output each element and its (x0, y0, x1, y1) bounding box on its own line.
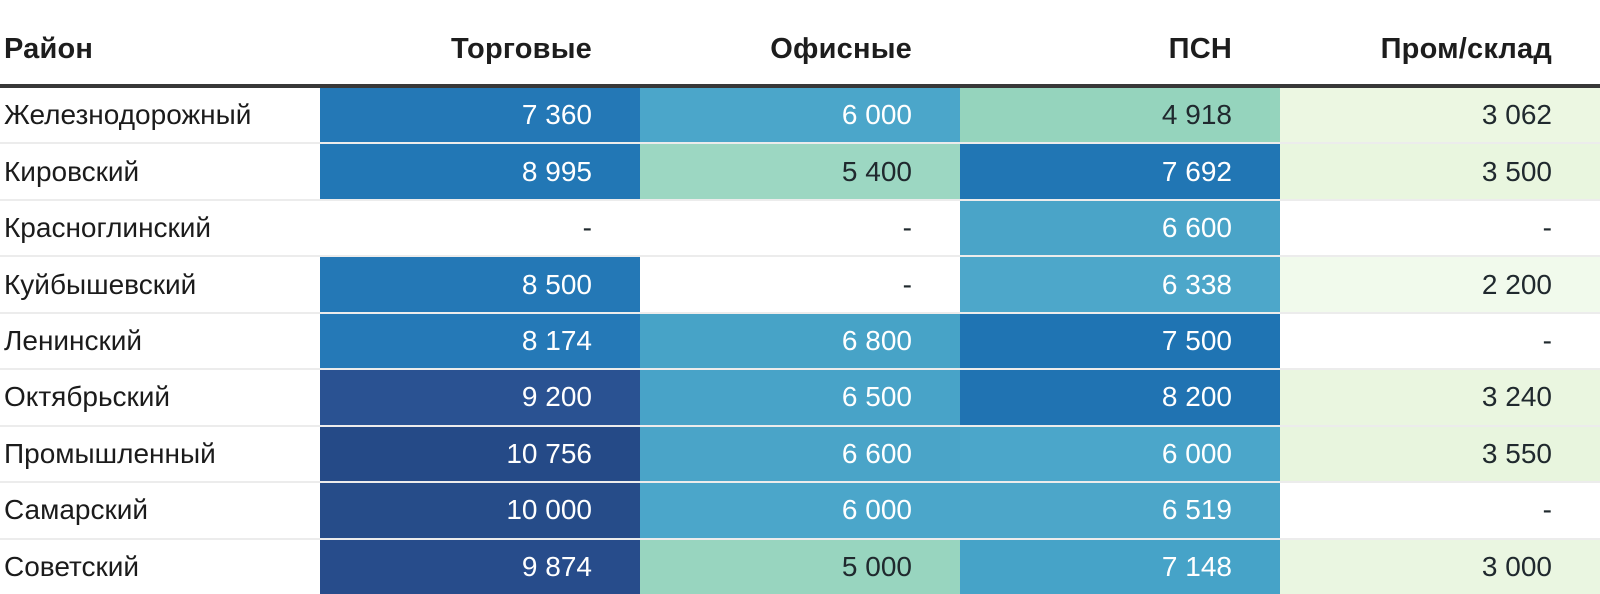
district-label: Кировский (4, 155, 140, 187)
table-row: Советский 9 874 5 000 7 148 3 000 (0, 537, 1600, 594)
value-cell: 3 240 (1280, 370, 1600, 425)
value-cell: - (320, 200, 640, 256)
value-cell: 3 500 (1280, 144, 1600, 199)
column-header-3: ПСН (1168, 32, 1232, 65)
district-label: Куйбышевский (4, 268, 197, 300)
value-cell: 9 200 (320, 370, 640, 425)
district-label: Красноглинский (4, 212, 212, 244)
value-cell: 6 500 (640, 370, 960, 425)
value-cell: 8 200 (960, 370, 1280, 425)
column-header-0: Район (4, 32, 94, 65)
value-cell: 4 918 (960, 88, 1280, 143)
value-cell: - (1280, 483, 1600, 538)
value-cell: 9 874 (320, 539, 640, 594)
value-cell: 6 000 (640, 483, 960, 538)
district-label: Самарский (4, 494, 149, 526)
value-cell: 7 360 (320, 88, 640, 143)
value-cell: 3 550 (1280, 426, 1600, 482)
value-cell: - (640, 257, 960, 312)
district-label: Советский (4, 550, 140, 582)
table-row: Кировский 8 995 5 400 7 692 3 500 (0, 142, 1600, 199)
table-header-row: Район Торговые Офисные ПСН Пром/склад (0, 0, 1600, 88)
value-cell: 10 000 (320, 483, 640, 538)
value-cell: 6 000 (960, 426, 1280, 482)
district-label: Октябрьский (4, 381, 171, 413)
value-cell: - (1280, 313, 1600, 369)
value-cell: 3 062 (1280, 88, 1600, 143)
value-cell: 7 692 (960, 144, 1280, 199)
table-row: Октябрьский 9 200 6 500 8 200 3 240 (0, 368, 1600, 425)
table-row: Самарский 10 000 6 000 6 519- (0, 481, 1600, 538)
district-label: Промышленный (4, 437, 216, 469)
column-header-4: Пром/склад (1380, 32, 1552, 65)
value-cell: 6 600 (640, 426, 960, 482)
value-cell: 8 174 (320, 313, 640, 369)
value-cell: 7 500 (960, 313, 1280, 369)
district-label: Ленинский (4, 324, 143, 356)
value-cell: 6 800 (640, 313, 960, 369)
value-cell: 6 000 (640, 88, 960, 143)
value-cell: 8 500 (320, 257, 640, 312)
value-cell: 2 200 (1280, 257, 1600, 312)
value-cell: 5 400 (640, 144, 960, 199)
value-cell: 8 995 (320, 144, 640, 199)
column-header-2: Офисные (770, 32, 912, 65)
table-row: Промышленный 10 756 6 600 6 000 3 550 (0, 424, 1600, 482)
value-cell: 6 600 (960, 200, 1280, 256)
value-cell: - (640, 200, 960, 256)
column-header-1: Торговые (450, 32, 592, 65)
value-cell: 5 000 (640, 539, 960, 594)
value-cell: 6 519 (960, 483, 1280, 538)
value-cell: 6 338 (960, 257, 1280, 312)
table-row: Куйбышевский 8 500-6 338 2 200 (0, 255, 1600, 312)
table-body: Железнодорожный 7 360 6 000 4 918 3 062 Киров… (0, 88, 1600, 594)
value-cell: 7 148 (960, 539, 1280, 594)
value-cell: 3 000 (1280, 539, 1600, 594)
table-row: Красноглинский - -6 600- (0, 198, 1600, 256)
table-row: Железнодорожный 7 360 6 000 4 918 3 062 (0, 88, 1600, 143)
district-label: Железнодорожный (4, 99, 252, 131)
value-cell: - (1280, 200, 1600, 256)
table-row: Ленинский 8 174 6 800 7 500- (0, 311, 1600, 369)
value-cell: 10 756 (320, 426, 640, 482)
